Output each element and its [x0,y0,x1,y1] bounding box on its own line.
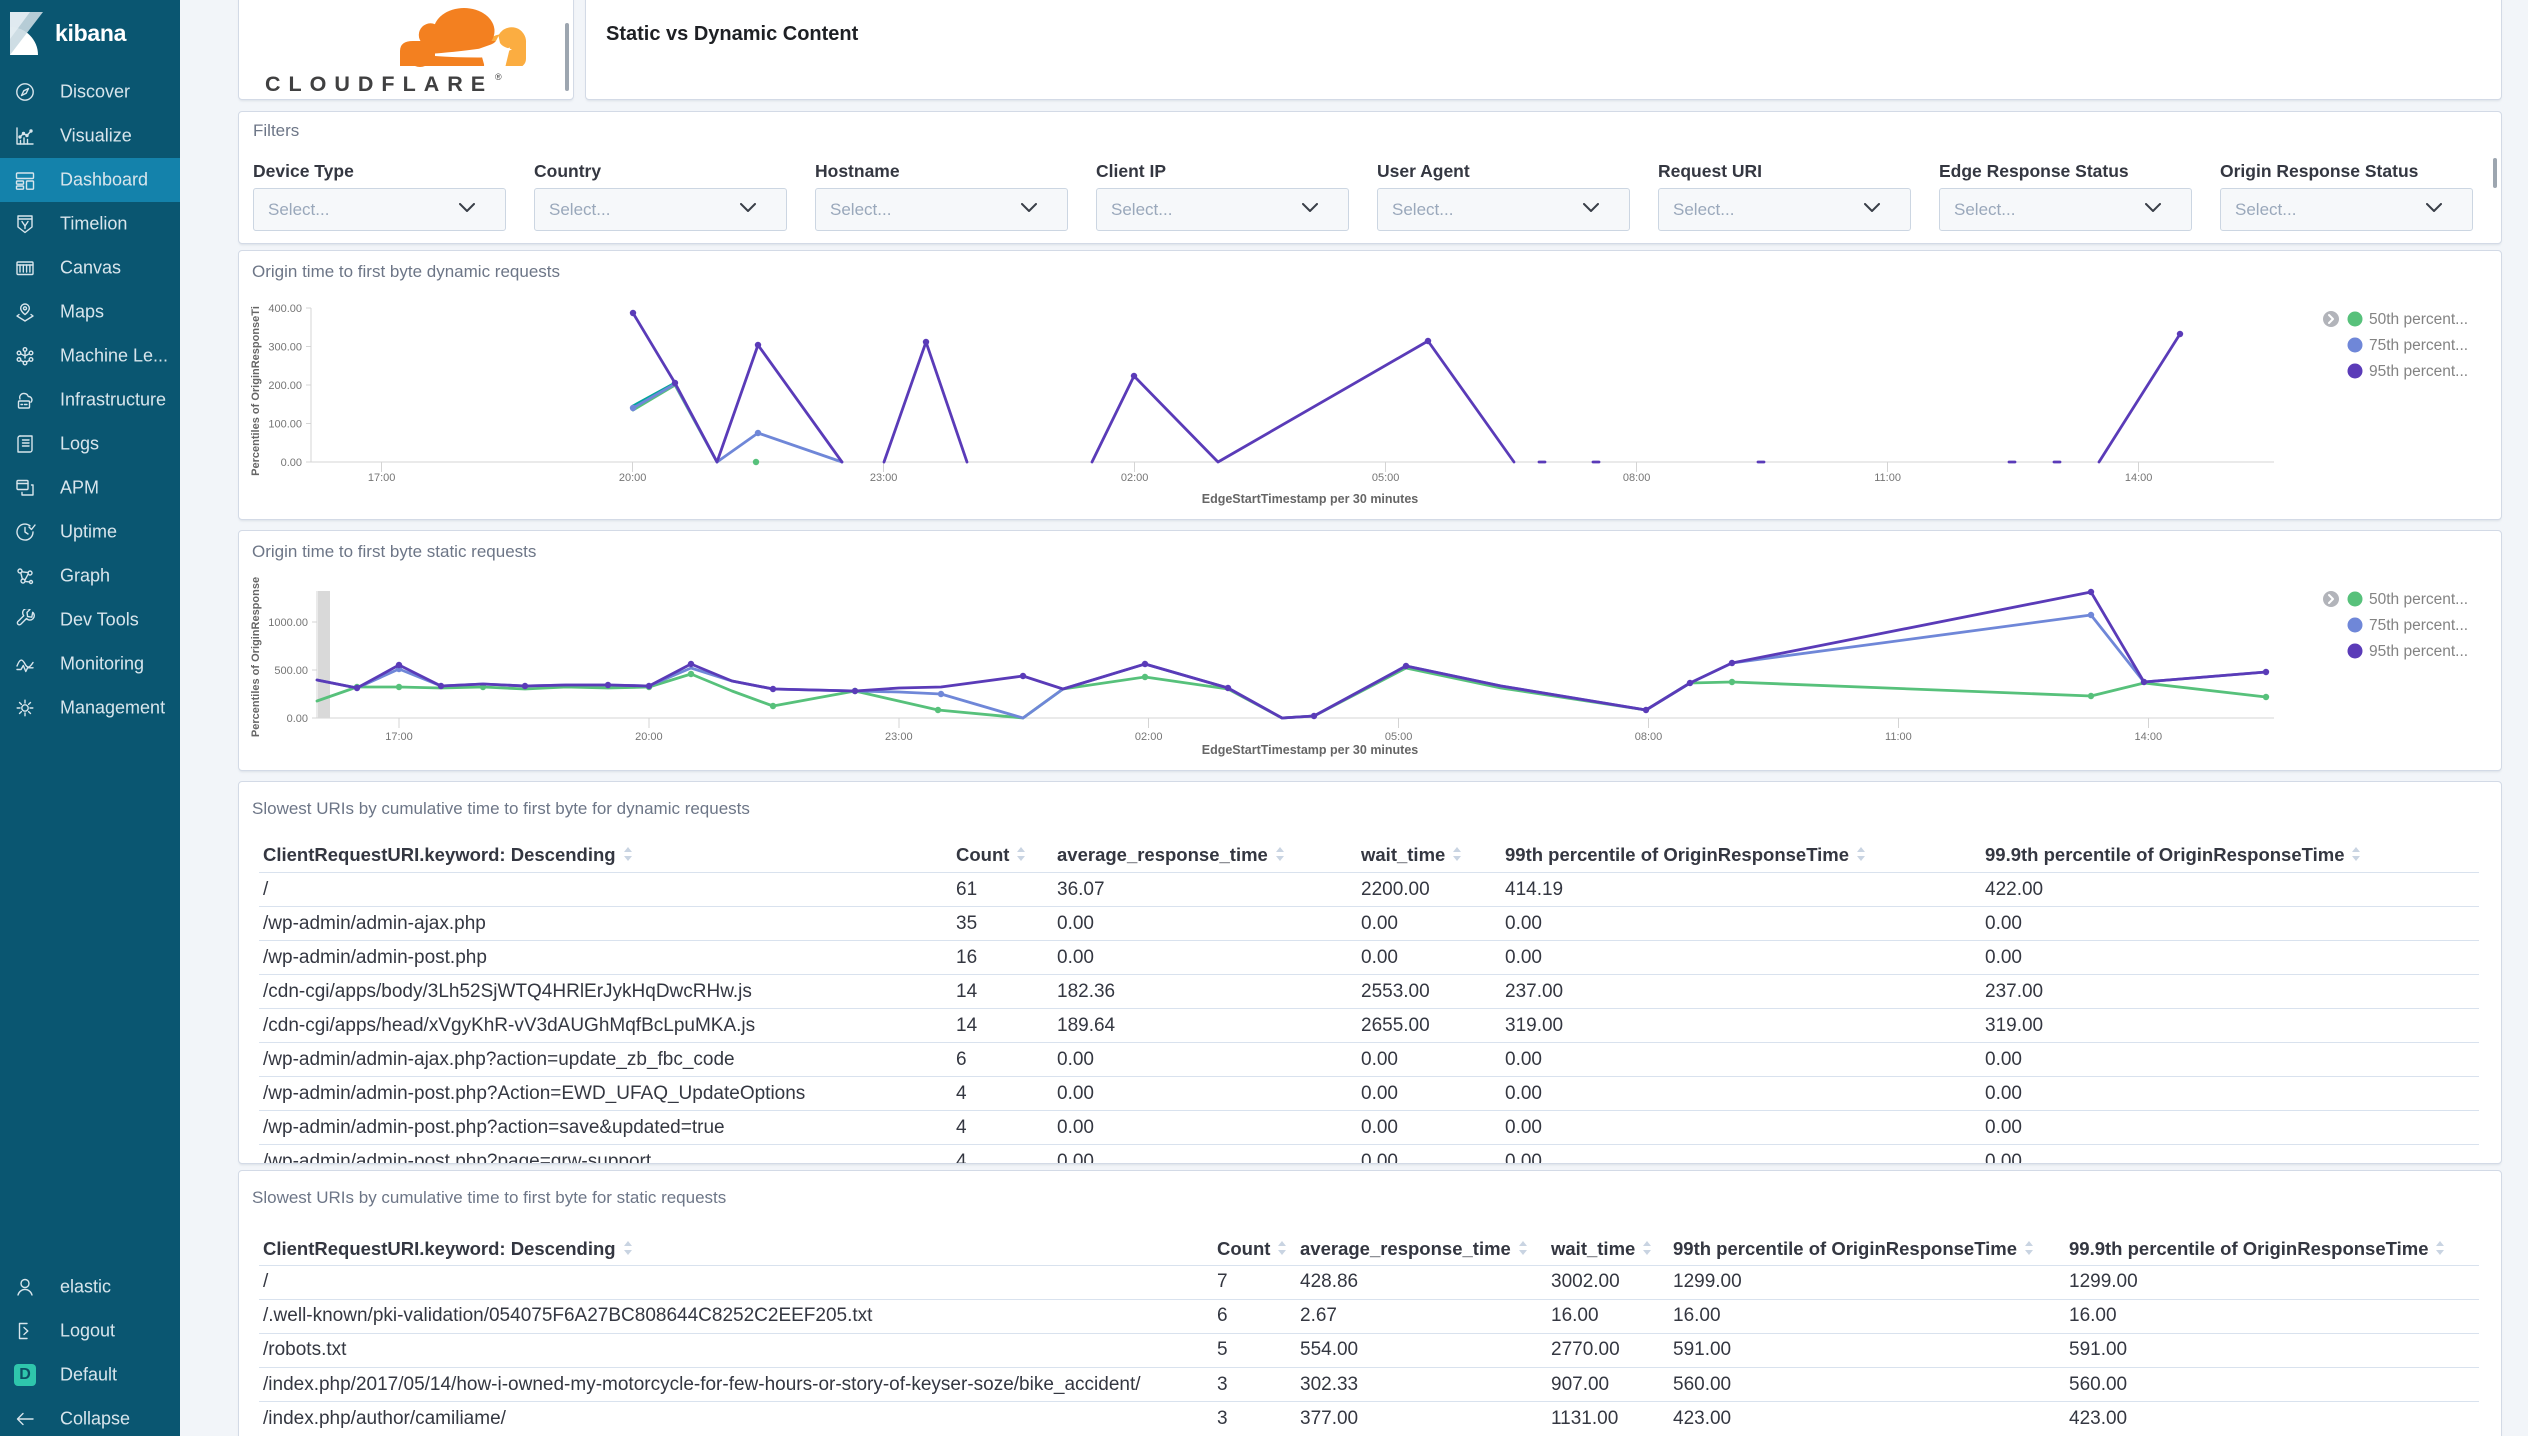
svg-text:0.00: 0.00 [281,457,302,469]
svg-text:1000.00: 1000.00 [268,617,308,629]
svg-text:08:00: 08:00 [1623,472,1651,484]
svg-text:95th percent...: 95th percent... [2369,363,2468,380]
svg-text:11:00: 11:00 [1885,731,1912,743]
svg-text:05:00: 05:00 [1385,731,1413,743]
svg-text:17:00: 17:00 [368,472,396,484]
svg-text:300.00: 300.00 [268,342,302,354]
svg-text:95th percent...: 95th percent... [2369,643,2468,660]
svg-text:05:00: 05:00 [1372,472,1400,484]
svg-text:75th percent...: 75th percent... [2369,617,2468,634]
svg-text:0.00: 0.00 [287,713,308,725]
svg-text:02:00: 02:00 [1135,731,1163,743]
svg-text:50th percent...: 50th percent... [2369,311,2468,328]
svg-text:100.00: 100.00 [268,419,302,431]
svg-text:®: ® [495,72,502,82]
svg-text:Percentiles of OriginResponseT: Percentiles of OriginResponseTi [250,306,262,476]
svg-text:400.00: 400.00 [268,303,302,315]
svg-text:14:00: 14:00 [2135,731,2163,743]
svg-text:23:00: 23:00 [870,472,898,484]
svg-text:EdgeStartTimestamp per 30 minu: EdgeStartTimestamp per 30 minutes [1202,492,1419,506]
svg-text:08:00: 08:00 [1635,731,1663,743]
svg-text:02:00: 02:00 [1121,472,1149,484]
svg-text:11:00: 11:00 [1874,472,1901,484]
svg-text:23:00: 23:00 [885,731,913,743]
svg-text:20:00: 20:00 [619,472,647,484]
svg-text:17:00: 17:00 [385,731,413,743]
svg-text:EdgeStartTimestamp per 30 minu: EdgeStartTimestamp per 30 minutes [1202,743,1419,757]
svg-text:CLOUDFLARE: CLOUDFLARE [265,72,493,96]
svg-text:20:00: 20:00 [635,731,663,743]
svg-text:14:00: 14:00 [2125,472,2153,484]
svg-text:500.00: 500.00 [274,665,308,677]
svg-text:50th percent...: 50th percent... [2369,591,2468,608]
svg-text:Percentiles of OriginResponse: Percentiles of OriginResponse [250,577,262,737]
svg-text:75th percent...: 75th percent... [2369,337,2468,354]
svg-text:200.00: 200.00 [268,380,302,392]
